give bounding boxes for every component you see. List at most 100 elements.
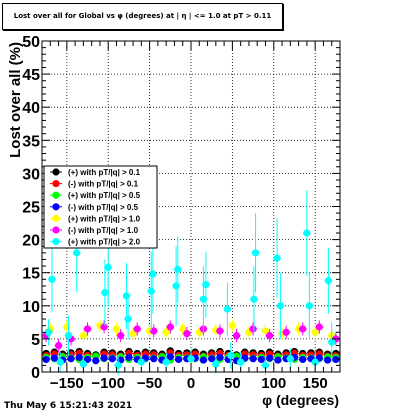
data-point: [114, 361, 122, 369]
x-tick-label: 50: [224, 375, 241, 392]
data-point: [100, 323, 108, 331]
x-tick-label: 150: [303, 375, 328, 392]
legend-marker: [52, 226, 60, 234]
x-tick-label: −100: [91, 375, 125, 392]
data-point: [273, 254, 281, 262]
legend-marker: [52, 168, 60, 176]
data-point: [286, 355, 294, 363]
legend-marker: [52, 191, 60, 199]
y-tick-label: 20: [22, 233, 40, 250]
data-point: [251, 249, 260, 257]
data-point: [83, 355, 92, 364]
data-point: [172, 282, 180, 290]
data-point: [324, 277, 333, 285]
data-point: [64, 331, 73, 340]
legend-marker: [52, 214, 60, 222]
data-point: [149, 270, 157, 278]
data-point: [212, 360, 220, 368]
y-tick-label: 0: [31, 365, 40, 382]
data-point: [202, 281, 210, 289]
data-point: [227, 351, 235, 360]
legend-marker: [52, 180, 60, 188]
axes: 0 5 10 15 20 25 30 35 40 45 50 −150 −100 −50 0 50 100 150: [22, 34, 341, 392]
series-7: [44, 189, 336, 376]
data-point: [124, 315, 132, 323]
data-point: [166, 353, 174, 361]
legend-label: (+) with pT/|q| > 0.1: [68, 168, 141, 177]
data-point: [179, 325, 187, 333]
y-tick-label: 15: [22, 266, 40, 283]
y-tick-label: 45: [22, 67, 40, 84]
data-point: [311, 358, 319, 366]
data-point: [299, 325, 307, 333]
data-point: [83, 325, 92, 333]
x-axis-label: φ (degrees): [262, 392, 339, 408]
data-point: [54, 341, 63, 350]
data-point: [183, 330, 191, 338]
data-point: [250, 295, 258, 303]
legend-label: (-) with pT/|q| > 0.5: [68, 203, 139, 212]
data-point: [104, 263, 112, 272]
data-point: [150, 327, 158, 335]
timestamp: Thu May 6 15:21:43 2021: [4, 401, 133, 411]
data-point: [122, 292, 131, 300]
data-point: [199, 356, 208, 364]
data-point: [216, 327, 224, 335]
data-point: [100, 354, 108, 362]
data-point: [137, 358, 145, 366]
data-point: [166, 323, 174, 331]
data-point: [45, 328, 53, 336]
data-point: [56, 358, 64, 366]
data-point: [299, 355, 307, 364]
data-point: [249, 355, 257, 363]
data-point: [208, 355, 216, 363]
y-tick-label: 5: [31, 332, 40, 349]
data-point: [48, 275, 56, 283]
data-point: [50, 354, 59, 362]
x-tick-label: −150: [50, 375, 84, 392]
y-tick-label: 30: [22, 166, 40, 183]
data-point: [79, 360, 87, 368]
y-tick-label: 50: [22, 34, 40, 51]
series-6: [42, 320, 340, 353]
data-point: [174, 265, 182, 273]
data-point: [187, 355, 195, 363]
data-point: [315, 323, 323, 331]
y-tick-label: 25: [22, 200, 40, 217]
legend: (+) with pT/|q| > 0.1 (-) with pT/|q| > 0…: [43, 165, 158, 249]
data-point: [323, 356, 332, 364]
data-point: [303, 229, 311, 237]
data-point: [112, 325, 121, 333]
x-tick-label: −50: [137, 375, 162, 392]
data-point: [223, 305, 232, 313]
data-point: [125, 353, 133, 362]
data-point: [266, 354, 274, 362]
data-point: [174, 355, 183, 364]
data-point: [276, 302, 284, 310]
data-point: [216, 353, 224, 362]
data-point: [101, 288, 109, 297]
x-tick-label: 100: [261, 375, 286, 392]
data-point: [274, 356, 282, 364]
chart-title: Lost over all for Global vs φ (degrees) …: [13, 12, 272, 20]
data-point: [311, 328, 319, 336]
data-point: [75, 353, 83, 362]
data-point: [73, 249, 81, 257]
data-point: [79, 331, 87, 340]
data-point: [249, 325, 257, 333]
data-point: [108, 355, 116, 363]
data-point: [133, 325, 141, 333]
legend-marker: [52, 203, 60, 211]
y-tick-label: 35: [22, 133, 40, 150]
data-point: [63, 323, 71, 331]
data-point: [150, 355, 158, 363]
data-point: [332, 355, 340, 364]
legend-marker: [52, 238, 60, 246]
y-tick-label: 40: [22, 100, 40, 117]
y-tick-label: 10: [22, 299, 40, 316]
data-point: [266, 331, 274, 340]
data-point: [92, 357, 100, 365]
data-point: [305, 302, 313, 310]
data-point: [257, 355, 265, 364]
